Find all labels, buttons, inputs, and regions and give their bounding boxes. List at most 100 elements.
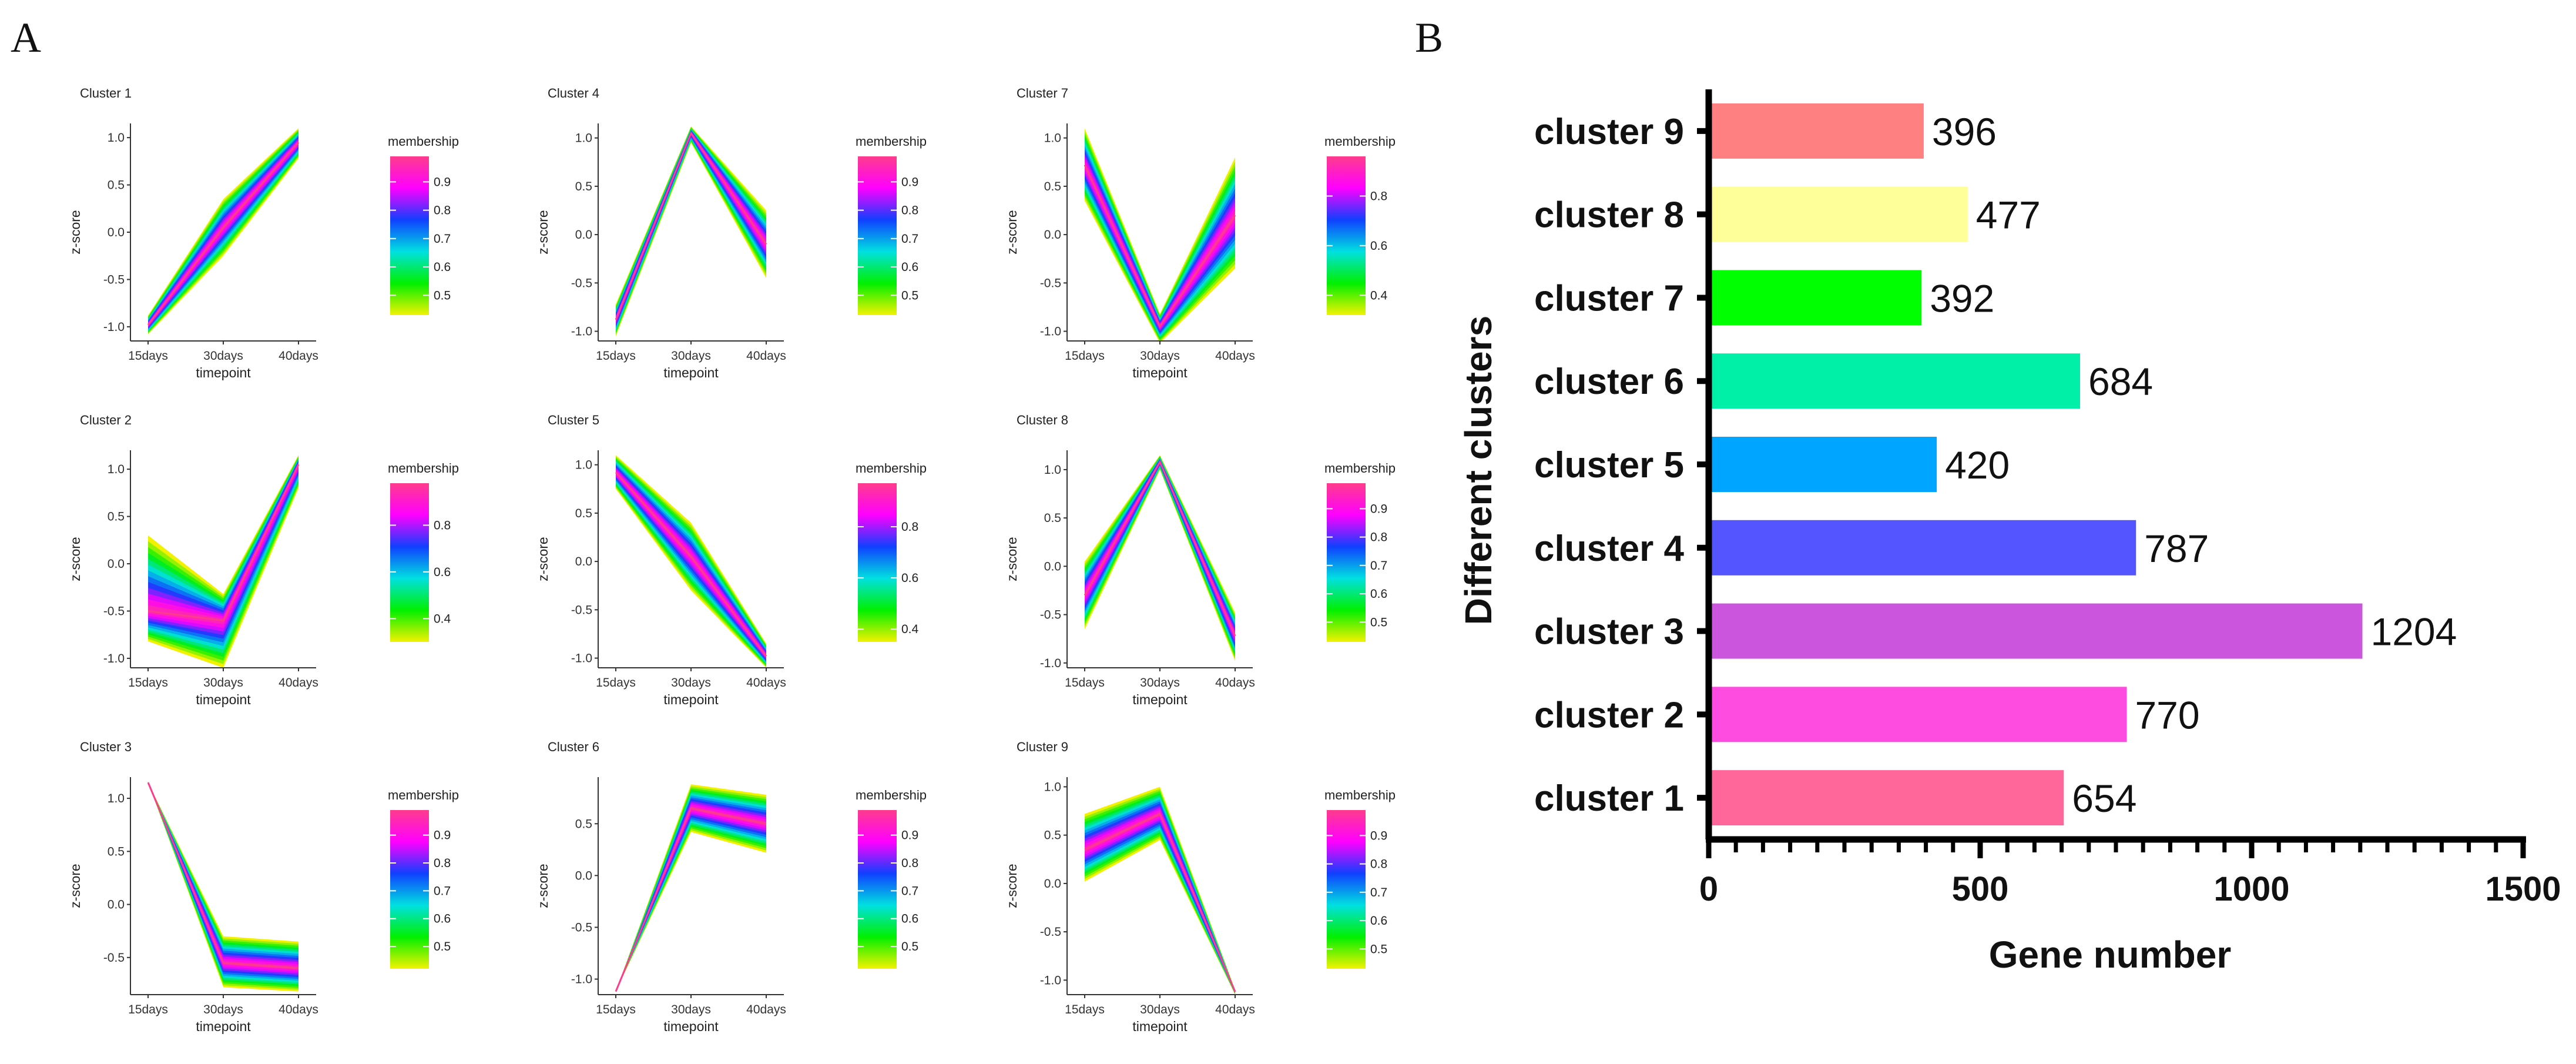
membership-colorbar [1327,156,1366,315]
colorbar-tick-label: 0.8 [434,204,451,218]
membership-band [1085,458,1235,650]
legend-title: membership [1324,134,1396,149]
cluster-title: Cluster 4 [548,86,599,101]
y-axis-label: z-score [68,537,83,581]
x-tick-label: 30days [1140,676,1180,690]
membership-band [148,140,298,327]
x-tick-label: 30days [1140,1003,1180,1016]
colorbar-tick-label: 0.6 [1370,587,1387,601]
colorbar-tick-label: 0.5 [901,940,918,953]
x-axis-label: timepoint [196,1019,251,1034]
x-axis-label: timepoint [1132,365,1188,380]
x-axis-label: timepoint [1132,1019,1188,1034]
cluster-plot-2: Cluster 2 -1.0 -0.5 0.0 0.5 1.0 15days 30days 40… [68,413,459,707]
y-tick-label: -0.5 [571,276,592,290]
y-tick-label: -1.0 [571,652,592,665]
colorbar-tick-label: 0.5 [1370,942,1387,956]
bar-value-label: 1204 [2370,610,2457,654]
colorbar-tick-label: 0.8 [901,856,918,870]
y-axis-label: z-score [535,537,551,581]
y-tick-label: -1.0 [103,320,125,334]
category-label: cluster 6 [1534,362,1684,402]
colorbar-tick-label: 0.6 [434,260,451,274]
y-tick-label: 0.5 [575,507,592,520]
x-tick-label: 40days [279,1003,318,1016]
bar-cluster-3 [1709,603,2363,659]
y-tick-label: -1.0 [571,973,592,986]
x-tick-label: 40days [279,676,318,690]
membership-band [616,804,766,992]
colorbar-tick-label: 0.7 [434,884,451,898]
bar-value-label: 654 [2072,777,2136,820]
x-tick-label: 40days [746,1003,786,1016]
y-tick-label: -1.0 [1040,657,1061,670]
x-tick-label: 30days [671,676,711,690]
colorbar-tick-label: 0.6 [434,912,451,926]
membership-band [616,470,766,658]
core-profile-line [1084,812,1236,992]
core-profile-line [615,807,767,992]
cluster-plot-1: Cluster 1 -1.0 -0.5 0.0 0.5 1.0 15days 30days 40… [68,86,459,380]
legend-title: membership [856,788,927,802]
panel-label-b: B [1415,14,1443,61]
colorbar-tick-label: 0.9 [434,829,451,842]
legend-title: membership [1324,461,1396,476]
category-label: cluster 7 [1534,278,1684,319]
x-tick-label: 40days [1215,676,1255,690]
x-tick-label: 30days [203,349,243,363]
x-axis-label: timepoint [1132,692,1188,707]
category-label: cluster 8 [1534,195,1684,236]
y-tick-label: 0.5 [575,180,592,193]
cluster-plot-3: Cluster 3 -0.5 0.0 0.5 1.0 15days 30days 40days… [68,740,459,1034]
panel-label-a: A [11,14,41,61]
bar-y-axis-label: Different clusters [1457,316,1500,625]
y-tick-label: -0.5 [1040,276,1061,290]
membership-colorbar [858,483,897,642]
colorbar-tick-label: 0.6 [901,260,918,274]
colorbar-tick-label: 0.7 [1370,886,1387,899]
legend-title: membership [1324,788,1396,802]
membership-band [1085,460,1235,642]
bar-value-label: 684 [2088,360,2153,403]
cluster-title: Cluster 9 [1017,740,1068,754]
membership-colorbar [1327,483,1366,642]
cluster-title: Cluster 6 [548,740,599,754]
bar-cluster-8 [1709,186,1968,242]
y-tick-label: 1.0 [1044,463,1061,477]
legend-title: membership [856,134,927,149]
cluster-title: Cluster 3 [80,740,132,754]
y-tick-label: 0.5 [1044,829,1061,842]
membership-band [1085,148,1235,334]
colorbar-tick-label: 0.4 [1370,289,1388,302]
x-tick-label: 15days [128,349,168,363]
colorbar-tick-label: 0.6 [1370,914,1387,928]
category-label: cluster 1 [1534,778,1684,819]
legend-title: membership [856,461,927,476]
x-tick-label: 15days [128,676,168,690]
bar-value-label: 787 [2144,527,2209,570]
colorbar-tick-label: 0.8 [434,518,451,532]
y-tick-label: -1.0 [571,325,592,339]
colorbar-tick-label: 0.5 [434,289,451,302]
y-tick-label: 0.5 [1044,511,1061,525]
bar-cluster-5 [1709,437,1937,492]
y-axis-label: z-score [68,210,83,254]
cluster-title: Cluster 5 [548,413,599,427]
y-tick-label: -1.0 [1040,973,1061,987]
x-axis-label: timepoint [196,692,251,707]
y-axis-label: z-score [1004,210,1019,254]
colorbar-tick-label: 0.9 [901,175,918,189]
bar-x-axis-label: Gene number [1989,933,2232,976]
colorbar-tick-label: 0.4 [434,612,451,625]
x-tick-label: 15days [1065,676,1105,690]
bar-value-label: 392 [1930,276,1994,320]
y-tick-label: 1.0 [575,132,592,145]
colorbar-tick-label: 0.4 [901,623,919,636]
x-axis-label: timepoint [663,692,719,707]
y-tick-label: 0.0 [1044,560,1061,573]
x-tick-label: 1000 [2213,870,2289,908]
membership-band [1085,145,1235,336]
bar-value-label: 420 [1945,443,2010,487]
y-tick-label: 0.5 [575,817,592,831]
